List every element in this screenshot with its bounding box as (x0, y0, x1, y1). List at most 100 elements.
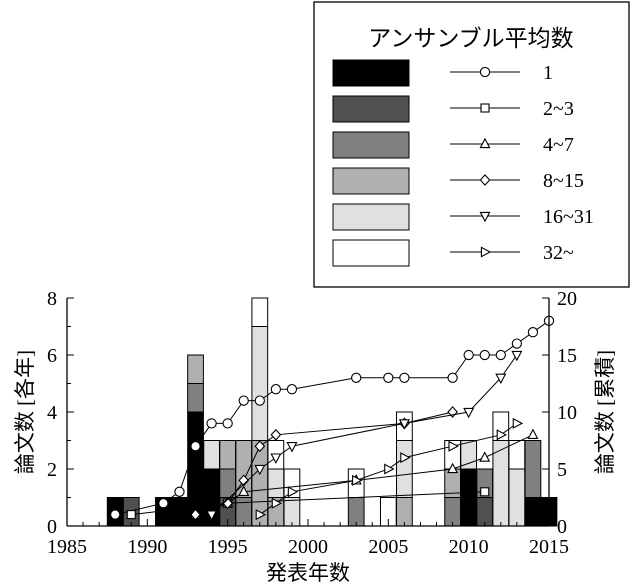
bar-16-31-1997 (251, 326, 269, 441)
point-1-2006 (399, 372, 410, 383)
point-32--2013 (512, 417, 524, 429)
point-8-15-1993 (190, 508, 201, 521)
x-tick-label: 2015 (529, 536, 569, 558)
y-right-tick-label: 0 (557, 516, 567, 538)
legend-swatch-32- (332, 239, 410, 267)
y-right-tick-label: 15 (557, 345, 577, 367)
point-16-31-1999 (286, 442, 298, 453)
point-1-2005 (383, 372, 394, 383)
point-4-7-2009 (447, 462, 459, 474)
point-8-15-1998 (270, 428, 282, 441)
legend-marker-1 (479, 66, 491, 78)
point-4-7-2011 (479, 451, 491, 462)
legend-label-2-3: 2~3 (543, 98, 574, 120)
bar-1-1992 (171, 497, 188, 527)
x-tick-label: 1995 (208, 536, 248, 558)
point-32--2003 (352, 474, 363, 486)
cumulative-lines-layer (110, 315, 555, 521)
point-32--1997 (255, 509, 267, 521)
y-right-tick-label: 5 (557, 459, 567, 481)
point-32--2006 (400, 452, 411, 464)
legend-swatch-4-7 (332, 131, 410, 159)
legend-label-8-15: 8~15 (543, 170, 584, 192)
point-8-15-1997 (254, 440, 266, 453)
bar-8-15-1995 (219, 440, 237, 470)
point-1-1995 (222, 418, 233, 429)
bar-8-15-2006 (396, 497, 413, 527)
x-tick-label: 1985 (47, 536, 87, 558)
point-1-1997 (254, 395, 265, 406)
point-2-3-1989 (126, 510, 136, 520)
bar-16-31-2013 (508, 468, 526, 527)
bar-16-31-2006 (396, 440, 413, 498)
point-1-2009 (447, 372, 458, 383)
point-1-1993 (190, 441, 201, 452)
legend-swatch-1 (332, 59, 410, 87)
point-1-1996 (238, 395, 249, 406)
legend-swatch-2-3 (332, 95, 410, 123)
y-left-tick-label: 8 (47, 288, 57, 310)
legend-label-4-7: 4~7 (543, 134, 574, 156)
legend-marker-4-7 (479, 137, 491, 149)
point-8-15-2009 (447, 406, 458, 418)
legend-marker-32- (480, 246, 492, 258)
point-1-2003 (351, 372, 362, 383)
bar-1-2010 (460, 468, 478, 527)
bar-4-7-1993 (187, 383, 204, 413)
y-right-tick-label: 10 (557, 402, 577, 424)
point-1-1992 (174, 486, 185, 497)
bar-2-3-2011 (476, 497, 494, 527)
point-1-1998 (270, 384, 282, 395)
bar-16-31-1999 (283, 497, 301, 527)
point-32--2005 (384, 463, 395, 475)
axes-layer: 1985 1990 1995 2000 2005 2010 2015024680510152… (13, 288, 617, 585)
point-16-31-1997 (254, 464, 266, 476)
y-axis-right-label: 論文数 [累積] (593, 350, 617, 474)
y-left-tick-label: 4 (47, 402, 57, 424)
point-1-2011 (479, 349, 490, 361)
point-1-2012 (495, 349, 506, 361)
legend-swatch-16-31 (332, 203, 410, 231)
point-16-31-2013 (511, 350, 523, 362)
bar-4-7-2003 (347, 497, 365, 527)
point-1-2010 (463, 349, 474, 361)
point-16-31-1998 (270, 453, 282, 464)
legend-title: アンサンブル平均数 (368, 26, 573, 51)
legend-swatch-8-15 (332, 167, 410, 195)
point-1-2013 (511, 338, 523, 349)
point-1-1999 (286, 384, 298, 395)
legend-label-16-31: 16~31 (543, 206, 594, 228)
point-32--1998 (271, 497, 283, 509)
point-8-15-1995 (222, 497, 234, 510)
legend-label-1: 1 (543, 62, 553, 84)
bar-32--1997 (251, 297, 269, 327)
legend: アンサンブル平均数 1 2~3 4~7 8~15 16~31 32~ (313, 1, 630, 288)
point-32--2012 (496, 429, 508, 441)
point-1-1991 (158, 498, 169, 509)
y-right-tick-label: 20 (557, 288, 577, 310)
x-tick-label: 2000 (288, 536, 328, 558)
bar-4-7-2009 (444, 497, 461, 527)
y-left-tick-label: 0 (47, 516, 57, 538)
point-1-1994 (206, 418, 217, 429)
bar-4-7-2014 (524, 440, 542, 498)
x-tick-label: 2005 (368, 536, 408, 558)
point-16-31-2010 (463, 407, 475, 419)
point-1-1988 (110, 509, 121, 520)
legend-label-32-: 32~ (543, 242, 574, 264)
legend-marker-2-3 (480, 103, 490, 113)
y-left-tick-label: 6 (47, 345, 57, 367)
point-16-31-2006 (398, 419, 410, 430)
point-16-31-2012 (495, 373, 507, 385)
bar-16-31-1998 (267, 468, 285, 498)
point-2-3-2011 (480, 487, 490, 497)
bar-1-2014 (524, 497, 542, 527)
bar-8-15-1993 (187, 354, 204, 384)
bar-16-31-1994 (203, 440, 220, 470)
x-tick-label: 2010 (449, 536, 489, 558)
point-32--1999 (287, 486, 299, 498)
x-axis-label: 発表年数 (266, 561, 350, 585)
bar-16-31-2012 (492, 440, 510, 527)
bar-4-7-1995 (219, 468, 237, 498)
